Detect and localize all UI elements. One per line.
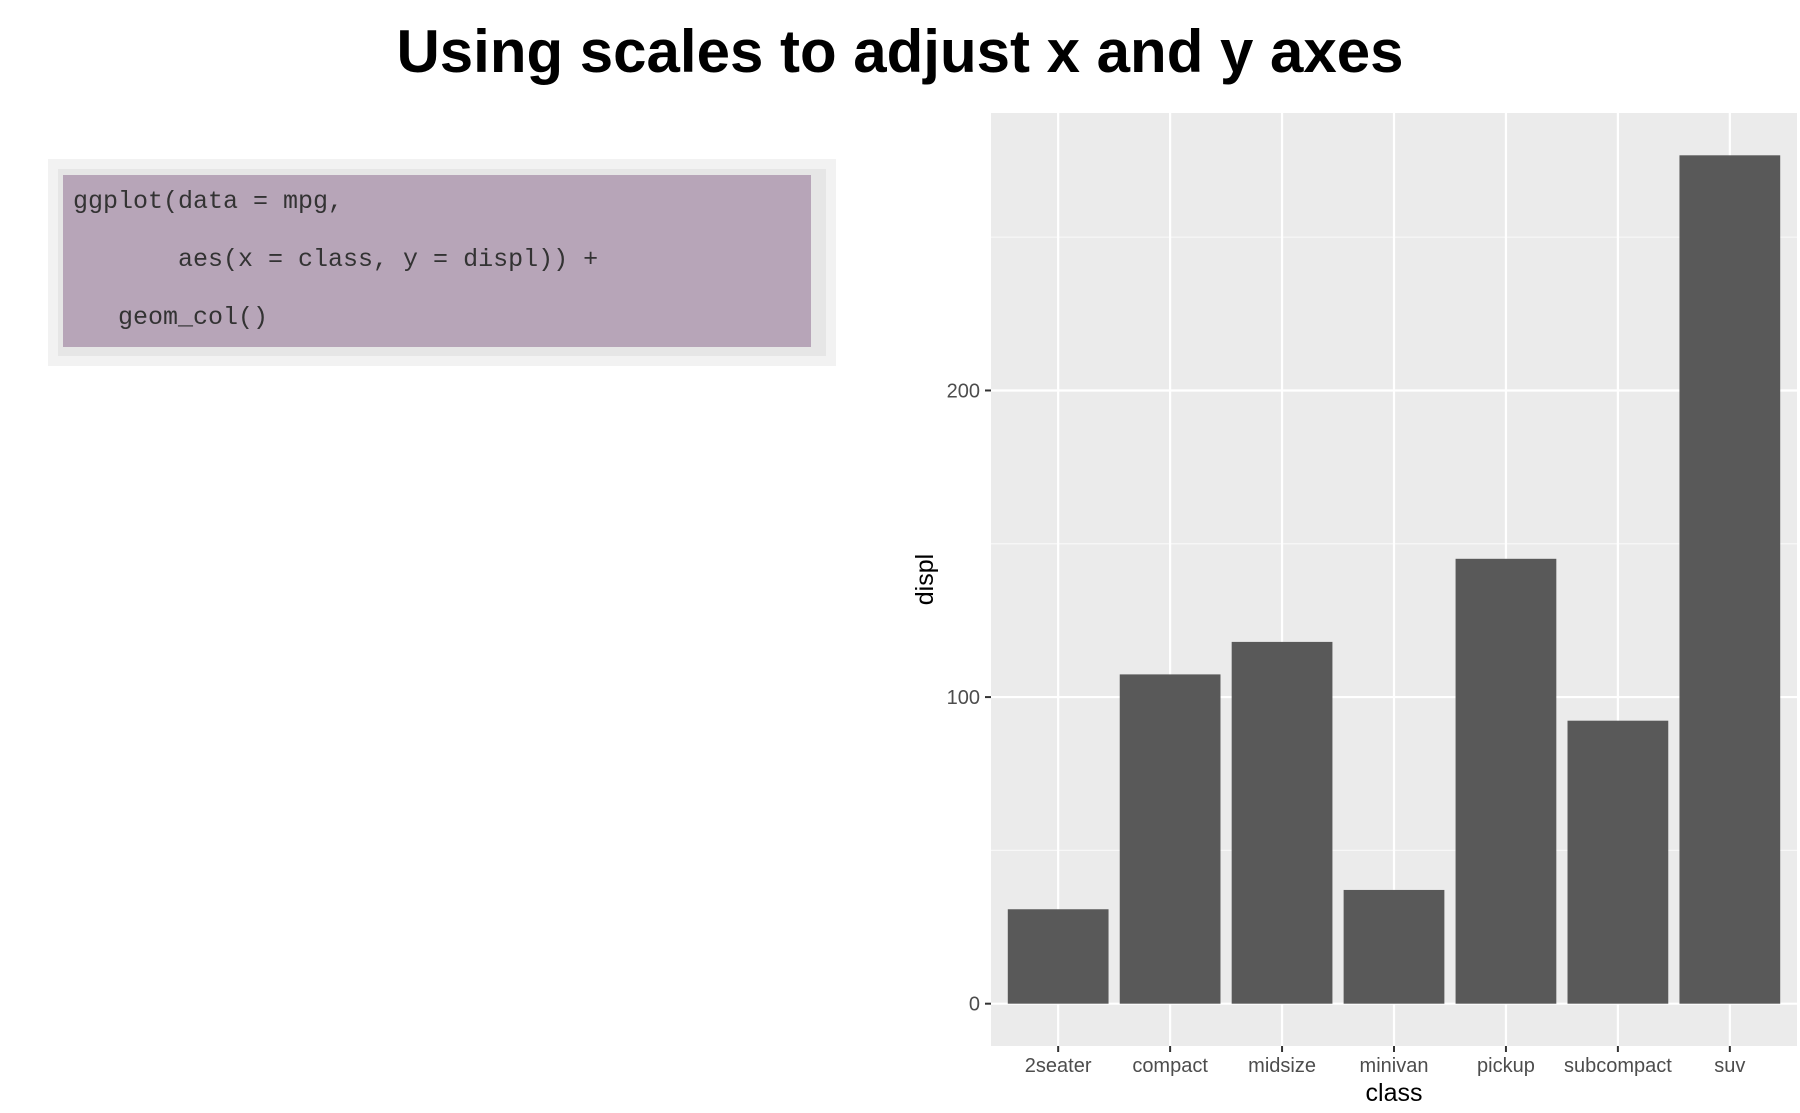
bar-subcompact <box>1567 720 1669 1004</box>
code-line-2: aes(x = class, y = displ)) + <box>73 245 599 274</box>
y-axis-title: displ <box>911 554 939 605</box>
bar-compact <box>1119 674 1221 1004</box>
x-tick-label: suv <box>1714 1055 1745 1077</box>
code-inner-border: ggplot(data = mpg, aes(x = class, y = di… <box>58 169 826 356</box>
bar-suv <box>1679 155 1781 1004</box>
x-tick-label: midsize <box>1248 1055 1316 1077</box>
x-tick-label: 2seater <box>1025 1055 1092 1077</box>
x-tick-label: minivan <box>1360 1055 1429 1077</box>
x-tick-label: pickup <box>1477 1055 1535 1077</box>
code-frame: ggplot(data = mpg, aes(x = class, y = di… <box>48 159 836 366</box>
bar-2seater <box>1007 909 1109 1004</box>
slide-title: Using scales to adjust x and y axes <box>396 18 1404 85</box>
code-line-3: geom_col() <box>73 303 269 332</box>
y-tick-label: 200 <box>947 380 980 402</box>
x-tick-label: compact <box>1132 1055 1208 1077</box>
bar-minivan <box>1343 889 1445 1004</box>
y-tick-label: 100 <box>947 687 980 709</box>
code-line-1: ggplot(data = mpg, <box>73 187 344 216</box>
bar-midsize <box>1231 641 1333 1004</box>
bar-pickup <box>1455 558 1557 1004</box>
code-block: ggplot(data = mpg, aes(x = class, y = di… <box>63 175 811 347</box>
y-tick-label: 0 <box>969 994 980 1016</box>
x-tick-label: subcompact <box>1564 1055 1672 1077</box>
x-axis-title: class <box>1366 1079 1423 1107</box>
